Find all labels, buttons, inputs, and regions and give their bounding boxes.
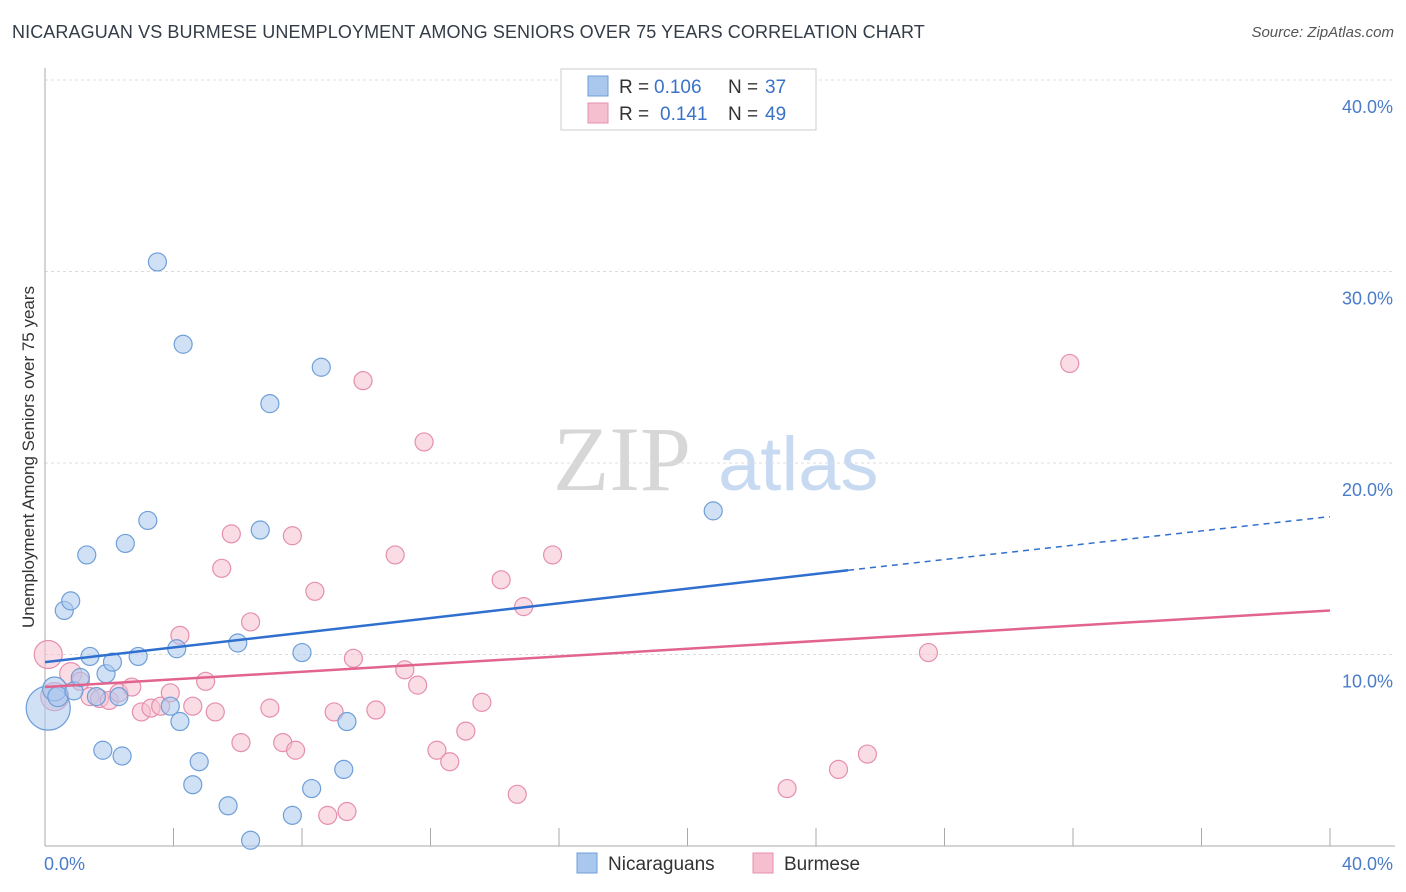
burmese-point	[241, 612, 261, 632]
nicaraguans-point	[189, 752, 209, 772]
nicaraguans-point	[241, 830, 261, 850]
burmese-point	[491, 570, 511, 590]
burmese-point	[542, 545, 563, 565]
nicaraguans-point	[147, 252, 168, 272]
watermark-zip: ZIP	[553, 408, 691, 510]
nicaraguans-points	[25, 252, 723, 850]
legend-swatch-burmese	[587, 102, 609, 124]
bottom-legend: Nicaraguans Burmese	[576, 852, 860, 875]
burmese-point	[305, 581, 325, 601]
burmese-point	[205, 702, 225, 722]
nicaraguans-point	[218, 796, 238, 816]
x-tick-label-max: 40.0%	[1342, 854, 1393, 874]
burmese-point	[366, 700, 386, 720]
nicaraguans-point	[292, 642, 312, 663]
nicaraguans-point	[282, 805, 302, 825]
legend-r-label-nicaraguans: R =	[619, 77, 649, 98]
burmese-point	[260, 698, 280, 718]
y-tick-label: 20.0%	[1342, 480, 1393, 500]
burmese-point	[414, 432, 434, 452]
nicaraguans-point	[138, 510, 158, 531]
nicaraguans-point	[77, 545, 97, 565]
burmese-point	[33, 639, 63, 670]
y-tick-label: 10.0%	[1342, 672, 1393, 692]
watermark-atlas: atlas	[718, 422, 879, 507]
legend: R = 0.106 N = 37 R = 0.141 N = 49	[560, 68, 817, 131]
legend-r-value-nicaraguans: 0.106	[654, 77, 702, 98]
legend-r-label-burmese: R =	[619, 104, 649, 125]
burmese-point	[231, 732, 251, 753]
burmese-point	[183, 696, 203, 716]
burmese-point	[1060, 353, 1080, 374]
legend-n-value-burmese: 49	[765, 104, 786, 125]
burmese-point	[828, 759, 849, 780]
nicaraguans-point	[334, 759, 354, 780]
burmese-point	[777, 778, 797, 799]
nicaraguans-point	[302, 778, 322, 799]
burmese-point	[408, 675, 428, 695]
burmese-point	[507, 784, 527, 804]
chart-title: NICARAGUAN VS BURMESE UNEMPLOYMENT AMONG…	[12, 22, 925, 42]
burmese-point	[318, 805, 338, 825]
burmese-point	[343, 648, 363, 668]
burmese-point	[456, 721, 476, 741]
burmese-point	[918, 642, 939, 663]
nicaraguans-point	[160, 696, 180, 716]
legend-n-label-nicaraguans: N =	[728, 77, 758, 98]
nicaraguans-point	[183, 775, 203, 795]
y-tick-label: 30.0%	[1342, 289, 1393, 309]
burmese-point	[221, 524, 241, 544]
burmese-point	[212, 558, 232, 578]
nicaraguans-point	[115, 533, 135, 554]
burmese-point	[427, 740, 447, 760]
nicaraguans-point	[170, 711, 190, 732]
burmese-trend-line	[44, 609, 1331, 689]
burmese-point	[385, 545, 405, 565]
burmese-point	[353, 371, 373, 391]
bottom-legend-label-nicaraguans: Nicaraguans	[608, 854, 715, 875]
nicaraguans-point	[703, 501, 723, 521]
y-tick-label: 40.0%	[1342, 97, 1393, 117]
grid-layer	[45, 79, 1395, 655]
bottom-legend-label-burmese: Burmese	[784, 854, 860, 875]
burmese-point	[857, 744, 878, 764]
nicaraguans-point	[70, 667, 90, 688]
burmese-point	[337, 801, 357, 822]
nicaraguans-point	[93, 740, 113, 760]
nicaraguans-point	[102, 652, 123, 672]
nicaraguans-trend-extension	[848, 515, 1331, 571]
chart-source: Source: ZipAtlas.com	[1251, 24, 1394, 41]
nicaraguans-point	[260, 394, 280, 414]
burmese-point	[324, 702, 344, 722]
axis-layer: 10.0% 20.0% 30.0% 40.0% 0.0% 40.0%	[44, 68, 1395, 874]
bottom-legend-swatch-burmese	[752, 852, 774, 874]
burmese-point	[472, 692, 492, 712]
burmese-point	[196, 671, 216, 691]
burmese-point	[282, 526, 302, 546]
y-axis-label: Unemployment Among Seniors over 75 years	[19, 286, 38, 628]
x-tick-label-min: 0.0%	[44, 854, 85, 874]
nicaraguans-point	[86, 687, 107, 707]
nicaraguans-trend-line	[44, 568, 849, 664]
bottom-legend-swatch-nicaraguans	[576, 852, 598, 874]
legend-r-value-burmese: 0.141	[660, 104, 708, 125]
burmese-point	[285, 740, 306, 760]
nicaraguans-point	[250, 520, 270, 540]
nicaraguans-point	[228, 633, 248, 653]
nicaraguans-point	[61, 591, 81, 611]
nicaraguans-point	[112, 746, 132, 766]
legend-swatch-nicaraguans	[587, 75, 609, 97]
burmese-point	[440, 752, 460, 772]
burmese-point	[395, 660, 415, 680]
legend-n-label-burmese: N =	[728, 104, 758, 125]
legend-n-value-nicaraguans: 37	[765, 77, 786, 98]
nicaraguans-point	[109, 687, 129, 707]
nicaraguans-point	[337, 711, 357, 732]
trend-layer	[44, 515, 1331, 689]
nicaraguans-point	[311, 357, 331, 377]
nicaraguans-point	[173, 334, 193, 354]
